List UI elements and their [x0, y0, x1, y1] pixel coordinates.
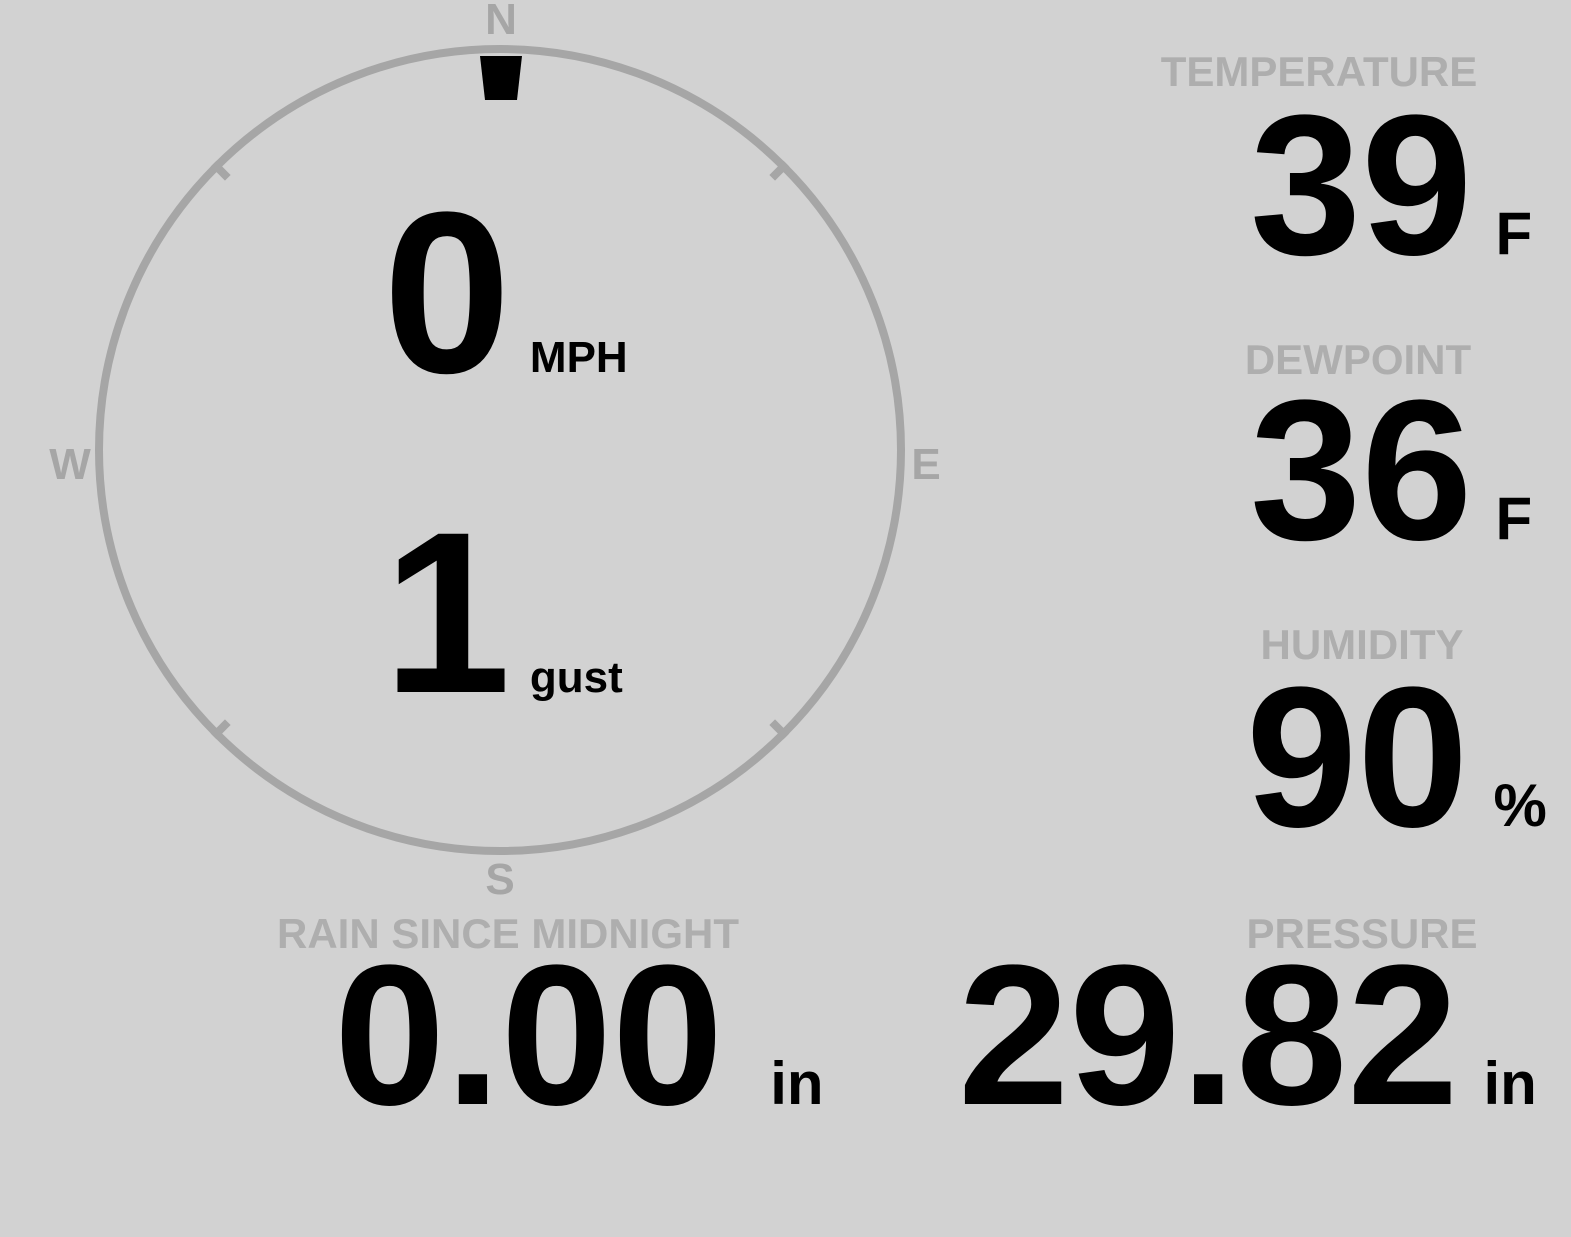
dewpoint-value: 36	[1250, 359, 1473, 582]
dewpoint-reading: 36 F	[1250, 371, 1532, 571]
compass-tick-sw	[210, 719, 231, 740]
pressure-value: 29.82	[958, 924, 1459, 1147]
compass-ring	[95, 45, 905, 855]
rain-unit: in	[770, 1050, 824, 1117]
humidity-reading: 90 %	[1246, 658, 1547, 858]
humidity-value: 90	[1246, 646, 1469, 869]
wind-speed-value: 0	[383, 164, 511, 421]
humidity-unit: %	[1493, 772, 1547, 839]
wind-gust-value: 1	[383, 484, 511, 741]
pressure-reading: 29.82 in	[958, 936, 1537, 1136]
temperature-value: 39	[1250, 74, 1473, 297]
rain-reading: 0.00 in	[334, 936, 824, 1136]
wind-direction-marker	[480, 56, 522, 100]
compass-tick-nw	[210, 160, 231, 181]
dewpoint-unit: F	[1495, 485, 1533, 552]
pressure-unit: in	[1483, 1050, 1537, 1117]
wind-speed-unit: MPH	[529, 333, 628, 382]
temperature-unit: F	[1495, 200, 1533, 267]
pressure-label: PRESSURE	[1246, 910, 1478, 957]
wind-gust-group: 1 gust	[383, 498, 623, 728]
temperature-reading: 39 F	[1250, 86, 1532, 286]
wind-gust-unit: gust	[529, 653, 623, 702]
temperature-label: TEMPERATURE	[1160, 48, 1478, 95]
rain-value: 0.00	[334, 924, 724, 1147]
compass-label-south: S	[485, 855, 515, 904]
compass-label-east: E	[911, 440, 941, 489]
rain-label: RAIN SINCE MIDNIGHT	[277, 910, 739, 957]
compass-tick-se	[769, 719, 790, 740]
compass-tick-ne	[769, 160, 790, 181]
dewpoint-label: DEWPOINT	[1244, 336, 1472, 383]
wind-speed-group: 0 MPH	[383, 178, 628, 408]
compass-label-north: N	[485, 0, 517, 44]
humidity-label: HUMIDITY	[1260, 621, 1464, 668]
compass-label-west: W	[49, 440, 91, 489]
